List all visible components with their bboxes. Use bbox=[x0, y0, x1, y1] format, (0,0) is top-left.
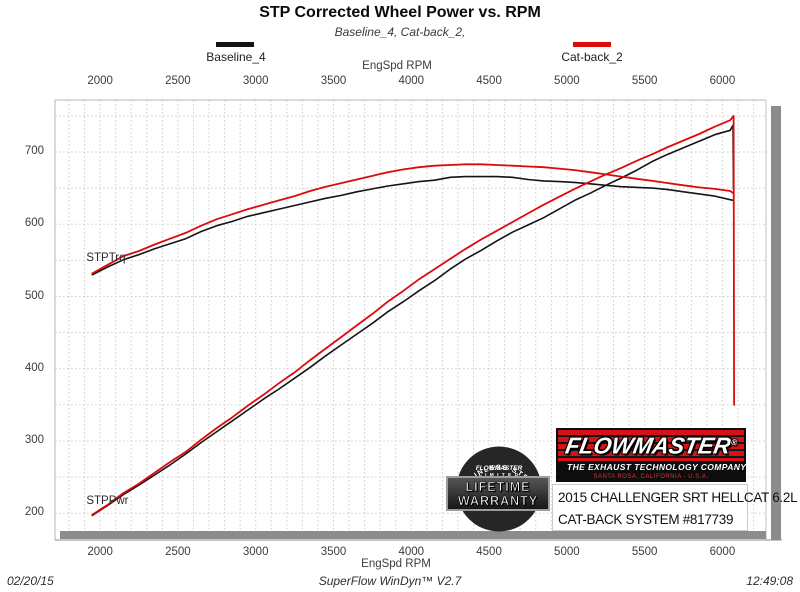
curve-cat-back-2-stppwr bbox=[91, 115, 735, 516]
badge-limited-text: L I M I T E D bbox=[479, 472, 519, 478]
flowmaster-wordmark: FLOWMASTER® bbox=[563, 432, 738, 458]
curve-baseline-4-stptrq bbox=[91, 175, 735, 276]
x-axis-label-top: EngSpd RPM bbox=[362, 60, 432, 72]
legend-swatch-catback bbox=[573, 42, 611, 47]
legend-label-baseline: Baseline_4 bbox=[206, 50, 266, 64]
right-gray-bar bbox=[771, 106, 781, 540]
lifetime-warranty-badge: STAINLESS STEEL FLOWMASTER L I M I T E D… bbox=[446, 445, 550, 535]
x-tick-top-3000: 3000 bbox=[242, 75, 269, 87]
x-tick-bottom-2000: 2000 bbox=[87, 546, 113, 558]
x-tick-top-5000: 5000 bbox=[554, 75, 580, 87]
y-tick-200: 200 bbox=[24, 506, 44, 519]
x-tick-top-2500: 2500 bbox=[165, 75, 191, 87]
x-tick-bottom-3500: 3500 bbox=[320, 546, 347, 558]
chart-subtitle: Baseline_4, Cat-back_2, bbox=[334, 25, 466, 39]
y-tick-600: 600 bbox=[24, 217, 44, 230]
x-axis-label-bottom: EngSpd RPM bbox=[361, 558, 431, 570]
footer-date: 02/20/15 bbox=[7, 574, 54, 588]
x-tick-bottom-4000: 4000 bbox=[398, 546, 425, 558]
curve-baseline-4-stppwr bbox=[91, 124, 735, 517]
x-tick-bottom-3000: 3000 bbox=[242, 546, 269, 558]
curve-label-stptrq: STPTrq bbox=[86, 251, 126, 264]
y-tick-300: 300 bbox=[24, 434, 44, 447]
flowmaster-location: SANTA ROSA, CALIFORNIA - U.S.A. bbox=[558, 474, 744, 481]
badge-lifetime: LIFETIME bbox=[465, 480, 531, 495]
x-tick-top-3500: 3500 bbox=[320, 75, 347, 87]
badge-plate: LIFETIME WARRANTY bbox=[446, 476, 550, 511]
flowmaster-logo-field: FLOWMASTER® bbox=[558, 430, 744, 461]
y-tick-500: 500 bbox=[24, 289, 44, 302]
chart-title: STP Corrected Wheel Power vs. RPM bbox=[259, 4, 541, 21]
legend-swatch-baseline bbox=[216, 42, 254, 47]
dyno-curves bbox=[91, 115, 735, 517]
x-tick-bottom-5500: 5500 bbox=[631, 546, 658, 558]
flowmaster-tagline: THE EXHAUST TECHNOLOGY COMPANY' bbox=[558, 461, 748, 474]
plot-frame bbox=[54, 99, 782, 541]
x-tick-bottom-6000: 6000 bbox=[709, 546, 736, 558]
x-tick-bottom-4500: 4500 bbox=[476, 546, 502, 558]
x-tick-bottom-2500: 2500 bbox=[165, 546, 191, 558]
x-tick-bottom-5000: 5000 bbox=[554, 546, 580, 558]
x-tick-top-4500: 4500 bbox=[476, 75, 502, 87]
badge-brand-text: FLOWMASTER bbox=[476, 465, 523, 472]
x-tick-top-4000: 4000 bbox=[398, 75, 425, 87]
vehicle-line-2: CAT-BACK SYSTEM #817739 bbox=[558, 512, 734, 527]
vehicle-info-box: 2015 CHALLENGER SRT HELLCAT 6.2L CAT-BAC… bbox=[552, 484, 798, 531]
x-tick-top-5500: 5500 bbox=[631, 75, 658, 87]
curve-label-stppwr: STPPwr bbox=[86, 494, 129, 507]
y-tick-400: 400 bbox=[24, 361, 44, 374]
legend-label-catback: Cat-back_2 bbox=[561, 50, 623, 64]
badge-warranty: WARRANTY bbox=[457, 494, 539, 509]
vehicle-line-1: 2015 CHALLENGER SRT HELLCAT 6.2L bbox=[558, 490, 798, 505]
footer-time: 12:49:08 bbox=[746, 574, 793, 588]
x-tick-top-6000: 6000 bbox=[709, 75, 736, 87]
y-tick-700: 700 bbox=[24, 145, 44, 158]
bottom-gray-bar bbox=[60, 531, 766, 539]
footer-software: SuperFlow WinDyn™ V2.7 bbox=[318, 574, 462, 588]
x-tick-top-2000: 2000 bbox=[87, 75, 113, 87]
flowmaster-logo: FLOWMASTER® THE EXHAUST TECHNOLOGY COMPA… bbox=[556, 428, 748, 482]
registered-mark: ® bbox=[730, 437, 738, 447]
curve-cat-back-2-stptrq bbox=[91, 163, 735, 275]
